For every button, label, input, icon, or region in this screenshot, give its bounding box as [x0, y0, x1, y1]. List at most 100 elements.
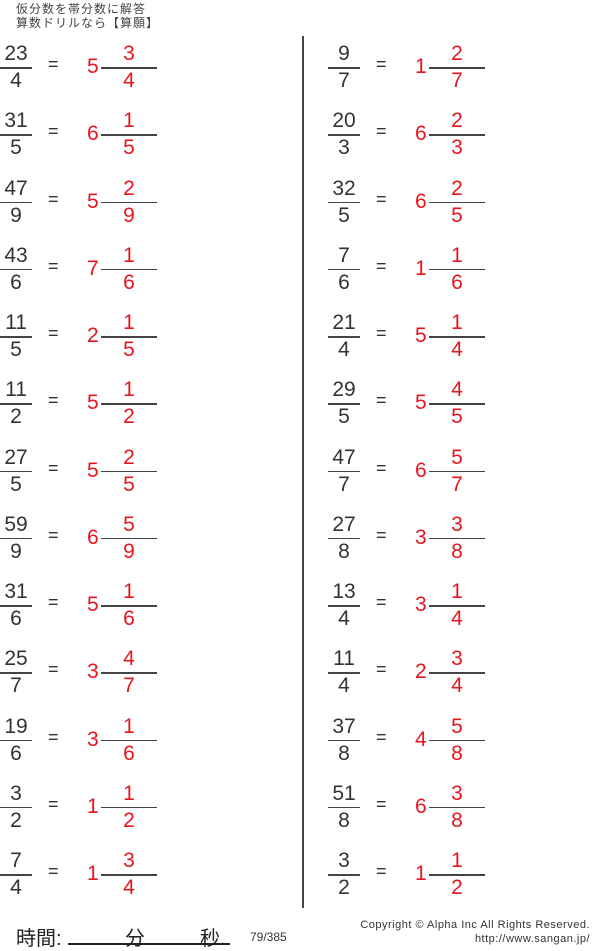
problem-row: 3 2 = 1 1 2	[0, 774, 200, 834]
copyright-text: Copyright © Alpha Inc All Rights Reserve…	[360, 919, 590, 931]
equals-sign: =	[376, 592, 387, 612]
answer-whole: 1	[415, 862, 427, 885]
answer-denominator: 4	[451, 607, 463, 630]
problem-row: 27 5 = 5 2 5	[0, 438, 200, 498]
answer-denominator: 6	[123, 607, 135, 630]
problem-row: 51 8 = 6 3 8	[328, 774, 528, 834]
problem-row: 21 4 = 5 1 4	[328, 303, 528, 363]
improper-denominator: 4	[338, 674, 350, 698]
answer-numerator: 1	[123, 311, 135, 334]
answer-numerator: 5	[451, 445, 463, 469]
answer-fraction-bar	[101, 537, 157, 540]
fraction-bar	[328, 605, 360, 607]
fraction-bar	[328, 201, 360, 203]
fraction-bar	[328, 336, 360, 338]
answer-numerator: 3	[451, 647, 463, 671]
equals-sign: =	[376, 390, 387, 411]
improper-denominator: 6	[338, 270, 350, 294]
fraction-bar	[328, 874, 360, 876]
improper-numerator: 20	[332, 109, 356, 133]
equals-sign: =	[48, 592, 59, 612]
answer-whole: 6	[415, 458, 427, 482]
equals-sign: =	[48, 121, 59, 142]
fraction-bar	[0, 470, 32, 472]
fraction-bar	[328, 806, 360, 809]
improper-denominator: 7	[10, 674, 22, 698]
improper-denominator: 4	[10, 876, 22, 899]
problem-row: 11 5 = 2 1 5	[0, 303, 200, 363]
answer-whole: 1	[415, 256, 427, 280]
answer-denominator: 7	[123, 674, 135, 698]
answer-numerator: 1	[123, 580, 135, 603]
answer-numerator: 1	[123, 243, 135, 267]
problem-row: 11 2 = 5 1 2	[0, 370, 200, 430]
improper-numerator: 27	[4, 445, 28, 469]
improper-denominator: 2	[10, 405, 22, 429]
answer-numerator: 2	[451, 176, 463, 200]
improper-denominator: 5	[338, 405, 350, 429]
time-underline	[68, 943, 230, 945]
answer-whole: 1	[87, 862, 99, 885]
column-divider	[302, 36, 304, 908]
answer-numerator: 1	[123, 109, 135, 133]
answer-whole: 6	[87, 122, 99, 146]
answer-numerator: 1	[123, 714, 135, 738]
equals-sign: =	[48, 188, 59, 209]
problem-row: 25 7 = 3 4 7	[0, 639, 200, 699]
answer-fraction-bar	[101, 201, 157, 203]
improper-numerator: 21	[332, 311, 356, 334]
answer-denominator: 5	[451, 405, 463, 429]
answer-fraction-bar	[101, 336, 157, 338]
improper-numerator: 19	[4, 714, 28, 738]
equals-sign: =	[376, 659, 387, 680]
problem-row: 19 6 = 3 1 6	[0, 707, 200, 767]
equals-sign: =	[376, 457, 387, 478]
problem-row: 29 5 = 5 4 5	[328, 370, 528, 430]
improper-denominator: 9	[10, 203, 22, 227]
fraction-bar	[328, 672, 360, 674]
equals-sign: =	[376, 54, 387, 74]
improper-numerator: 59	[4, 512, 28, 536]
answer-fraction-bar	[101, 806, 157, 809]
equals-sign: =	[376, 793, 387, 814]
problem-row: 11 4 = 2 3 4	[328, 639, 528, 699]
equals-sign: =	[48, 323, 59, 343]
answer-denominator: 8	[451, 808, 463, 832]
answer-fraction-bar	[429, 672, 485, 674]
answer-fraction-bar	[429, 268, 485, 271]
answer-fraction-bar	[101, 268, 157, 271]
fraction-bar	[328, 268, 360, 271]
improper-numerator: 47	[332, 445, 356, 469]
fraction-bar	[328, 739, 360, 741]
answer-fraction-bar	[429, 874, 485, 876]
problem-row: 43 6 = 7 1 6	[0, 236, 200, 296]
answer-whole: 7	[87, 256, 99, 280]
answer-whole: 6	[87, 525, 99, 549]
improper-numerator: 47	[4, 176, 28, 200]
improper-denominator: 5	[10, 472, 22, 496]
improper-numerator: 13	[332, 580, 356, 603]
answer-fraction-bar	[101, 470, 157, 472]
answer-numerator: 1	[451, 311, 463, 334]
answer-denominator: 5	[123, 136, 135, 160]
answer-fraction-bar	[429, 67, 485, 69]
answer-denominator: 4	[451, 338, 463, 361]
answer-fraction-bar	[101, 403, 157, 405]
fraction-bar	[328, 470, 360, 472]
problem-row: 47 9 = 5 2 9	[0, 169, 200, 229]
improper-denominator: 6	[10, 607, 22, 630]
answer-numerator: 1	[451, 243, 463, 267]
fraction-bar	[0, 336, 32, 338]
answer-whole: 5	[87, 391, 99, 415]
fraction-bar	[0, 605, 32, 607]
answer-fraction-bar	[101, 672, 157, 674]
answer-whole: 4	[415, 727, 427, 751]
answer-denominator: 2	[451, 876, 463, 899]
improper-numerator: 7	[338, 243, 350, 267]
equals-sign: =	[48, 457, 59, 478]
equals-sign: =	[48, 54, 59, 74]
answer-denominator: 6	[451, 270, 463, 294]
answer-numerator: 5	[451, 714, 463, 738]
answer-whole: 3	[415, 525, 427, 549]
equals-sign: =	[48, 726, 59, 747]
